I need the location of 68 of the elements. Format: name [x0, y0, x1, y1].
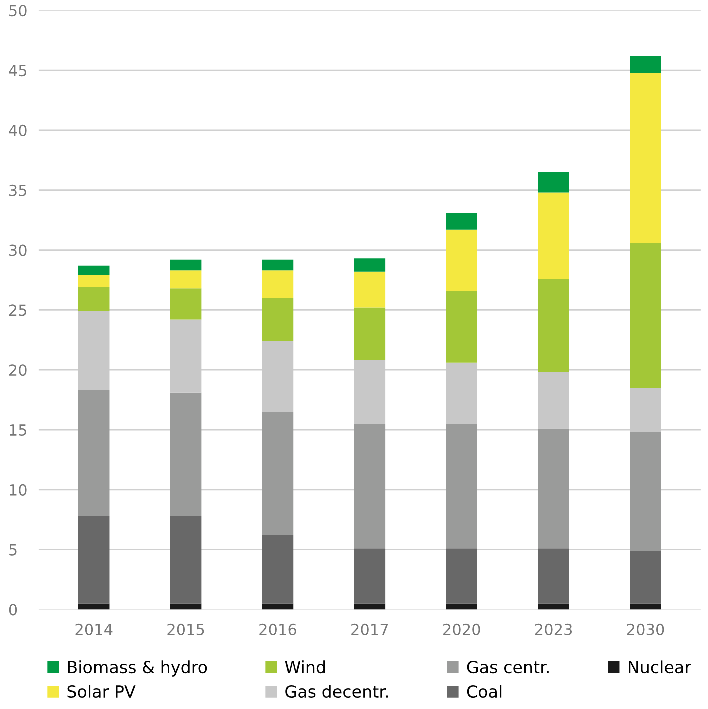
- bar: [262, 298, 294, 342]
- y-tick-label: 40: [9, 124, 27, 136]
- bar: [446, 230, 478, 292]
- bar: [262, 260, 294, 271]
- x-tick-label: 2023: [535, 624, 572, 636]
- bar: [78, 287, 110, 312]
- bar: [78, 266, 110, 276]
- y-tick-label: 0: [9, 604, 18, 616]
- bar: [354, 258, 386, 272]
- bar: [170, 270, 202, 289]
- bar: [354, 424, 386, 549]
- x-tick-label: 2014: [76, 624, 113, 636]
- bar: [78, 390, 110, 516]
- x-tick-label: 2017: [352, 624, 388, 636]
- bar: [354, 548, 386, 604]
- bar: [446, 604, 478, 610]
- legend-label: Biomass & hydro: [68, 660, 208, 677]
- bar: [446, 548, 478, 604]
- bar: [170, 260, 202, 271]
- bar: [538, 172, 570, 193]
- bar: [538, 192, 570, 280]
- legend-label: Gas decentr.: [286, 685, 388, 698]
- bar: [446, 213, 478, 230]
- bar: [354, 604, 386, 610]
- legend-label: Wind: [285, 660, 326, 674]
- bar: [538, 548, 570, 604]
- bar: [446, 424, 478, 549]
- legend-label: Coal: [467, 685, 502, 698]
- bar: [262, 535, 294, 604]
- bar: [538, 279, 570, 372]
- bar: [630, 56, 662, 73]
- bar: [78, 516, 110, 604]
- bar: [262, 412, 294, 536]
- bar: [538, 372, 570, 429]
- bar: [630, 604, 662, 610]
- y-tick-label: 15: [10, 424, 26, 436]
- y-tick-label: 35: [10, 184, 26, 196]
- bar: [170, 604, 202, 610]
- y-tick-label: 45: [9, 65, 26, 77]
- y-tick-label: 5: [10, 544, 17, 556]
- legend-label: Solar PV: [68, 685, 136, 698]
- bar: [630, 551, 662, 604]
- bar: [354, 272, 386, 308]
- bar: [630, 243, 662, 388]
- bar: [170, 516, 202, 604]
- x-tick-label: 2015: [168, 624, 204, 636]
- bar: [262, 270, 294, 298]
- bar: [78, 275, 110, 288]
- bar: [630, 72, 662, 244]
- bar: [538, 604, 570, 610]
- x-tick-label: 2020: [444, 624, 480, 636]
- bar: [78, 604, 110, 610]
- bar: [262, 604, 294, 610]
- y-tick-label: 10: [10, 484, 27, 496]
- bar: [446, 291, 478, 363]
- bar: [354, 308, 386, 361]
- bar: [170, 288, 202, 320]
- bar: [538, 428, 570, 549]
- y-tick-label: 25: [10, 304, 26, 316]
- legend-label: Nuclear: [629, 660, 692, 674]
- legend-label: Gas centr.: [467, 660, 549, 674]
- x-tick-label: 2030: [627, 624, 664, 636]
- x-tick-label: 2016: [260, 624, 296, 636]
- bar: [630, 432, 662, 552]
- y-tick-label: 30: [10, 244, 27, 256]
- bar: [170, 392, 202, 516]
- y-tick-label: 20: [10, 364, 27, 376]
- y-tick-label: 50: [10, 5, 27, 17]
